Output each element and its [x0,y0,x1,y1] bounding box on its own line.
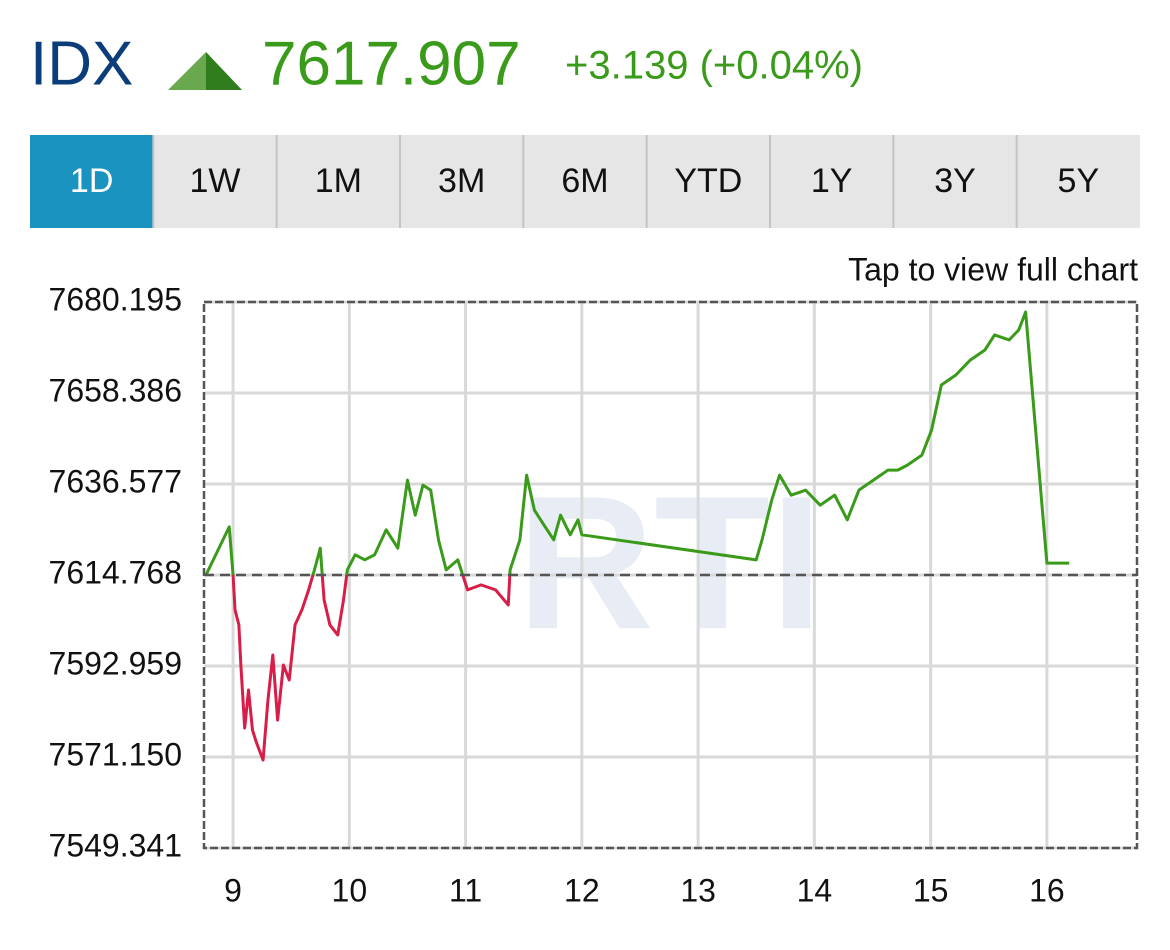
tab[interactable] [893,135,1017,228]
x-tick-label: 11 [449,872,482,908]
y-tick-label: 7549.341 [49,827,182,863]
tab[interactable] [646,135,770,228]
tab[interactable] [523,135,647,228]
x-tick-label: 14 [797,872,833,908]
tab-label[interactable]: 3Y [934,162,976,200]
tab-label[interactable]: 1D [70,162,113,200]
chart-note[interactable]: Tap to view full chart [848,251,1138,287]
change: +3.139 (+0.04%) [565,44,863,88]
symbol: IDX [30,29,133,98]
tab[interactable] [30,135,154,228]
plot: RTI 7549.341 7571.150 7592.959 7614.768 7636.… [49,281,1139,908]
y-tick-label: 7658.386 [49,372,182,408]
x-tick-label: 12 [564,872,600,908]
up-icon-left [168,52,206,90]
x-tick-label: 10 [332,872,368,908]
tab-label[interactable]: 6M [561,162,608,200]
tab-label[interactable]: 1Y [811,162,853,200]
x-tick-label: 15 [913,872,949,908]
y-tick-label: 7636.577 [49,463,182,499]
tab-label[interactable]: 1W [190,162,241,200]
x-tick-label: 16 [1029,872,1065,908]
price: 7617.907 [262,29,521,98]
up-icon-right [206,52,242,90]
x-tick-label: 9 [224,872,242,908]
price-line [204,310,1070,575]
tab-label[interactable]: YTD [674,162,742,200]
tab-bar: 1D 1W 1M 3M 6M YTD 1Y 3Y 5Y [30,135,1140,228]
tab[interactable] [770,135,894,228]
tab[interactable] [276,135,400,228]
tab[interactable] [1016,135,1140,228]
y-tick-label: 7614.768 [49,554,182,590]
price-line [205,575,512,762]
tab-label[interactable]: 3M [438,162,485,200]
tab[interactable] [153,135,277,228]
tab-label[interactable]: 1M [315,162,362,200]
tab-label[interactable]: 5Y [1058,162,1100,200]
watermark: RTI [517,457,823,669]
y-tick-label: 7680.195 [49,281,182,317]
x-tick-label: 13 [680,872,716,908]
tab[interactable] [400,135,524,228]
y-tick-label: 7571.150 [49,736,182,772]
y-tick-label: 7592.959 [49,645,182,681]
